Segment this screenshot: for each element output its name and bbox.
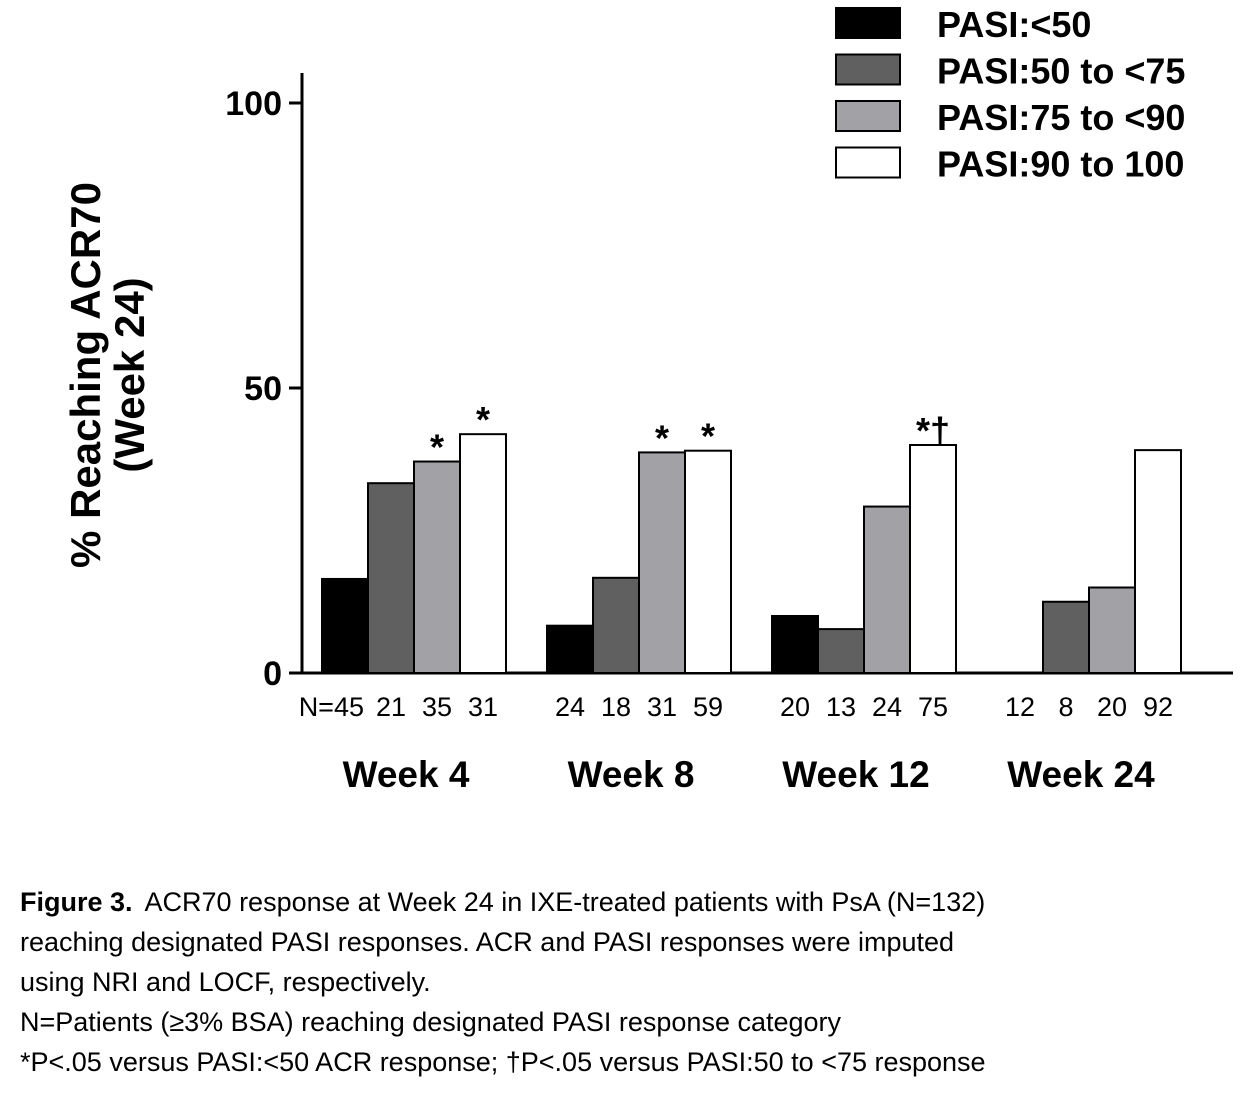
- significance-marker: *: [701, 416, 715, 457]
- n-label: 35: [422, 692, 452, 722]
- bar: [771, 615, 819, 674]
- bar: [909, 444, 957, 674]
- bar: [863, 505, 911, 674]
- bar: [321, 577, 369, 675]
- n-label: 18: [601, 692, 631, 722]
- bar: [592, 576, 640, 674]
- y-tick-label: 0: [263, 655, 282, 693]
- bar: [638, 451, 686, 674]
- n-label: 13: [826, 692, 856, 722]
- n-label: 21: [376, 692, 406, 722]
- y-tick-label: 100: [225, 85, 282, 123]
- n-label: N=45: [299, 692, 364, 722]
- significance-marker: *: [476, 399, 490, 440]
- n-label: 24: [555, 692, 585, 722]
- legend-label: PASI:75 to <90: [937, 97, 1185, 138]
- bar: [1042, 600, 1090, 674]
- caption-line: Figure 3. ACR70 response at Week 24 in IX…: [20, 887, 985, 917]
- bar: [1088, 586, 1136, 674]
- caption-line: using NRI and LOCF, respectively.: [20, 967, 431, 997]
- legend-label: PASI:90 to 100: [937, 144, 1184, 185]
- x-tick-label: Week 12: [782, 754, 929, 795]
- n-label: 12: [1005, 692, 1035, 722]
- caption-text: ACR70 response at Week 24 in IXE-treated…: [145, 887, 986, 917]
- legend-swatch: [835, 53, 901, 86]
- n-label: 75: [918, 692, 948, 722]
- n-label: 59: [693, 692, 723, 722]
- significance-marker: *†: [916, 410, 950, 451]
- n-label: 8: [1058, 692, 1073, 722]
- bar: [546, 624, 594, 675]
- n-label: 24: [872, 692, 902, 722]
- bar: [367, 482, 415, 674]
- figure-label: Figure 3.: [20, 887, 133, 917]
- bar: [459, 433, 507, 675]
- legend-swatch: [835, 100, 901, 132]
- bar: [684, 449, 732, 675]
- legend-label: PASI:50 to <75: [937, 51, 1185, 92]
- bar: [1134, 449, 1182, 674]
- y-tick-label: 50: [244, 370, 282, 408]
- caption-line: reaching designated PASI responses. ACR …: [20, 927, 954, 957]
- legend-swatch: [835, 146, 901, 179]
- n-label: 20: [780, 692, 810, 722]
- legend-label: PASI:<50: [937, 4, 1091, 45]
- x-tick-label: Week 24: [1007, 754, 1155, 795]
- significance-marker: *: [655, 417, 669, 458]
- bar: [413, 460, 461, 674]
- bar: [817, 628, 865, 674]
- x-tick-label: Week 4: [343, 754, 470, 795]
- x-tick-label: Week 8: [568, 754, 695, 795]
- n-label: 31: [468, 692, 498, 722]
- n-label: 20: [1097, 692, 1127, 722]
- n-label: 92: [1143, 692, 1173, 722]
- y-axis-label: % Reaching ACR70: [62, 182, 109, 568]
- n-label: 31: [647, 692, 677, 722]
- significance-marker: *: [430, 427, 444, 468]
- legend-swatch: [835, 7, 901, 39]
- y-axis-label: (Week 24): [106, 277, 153, 472]
- caption-line: N=Patients (≥3% BSA) reaching designated…: [20, 1007, 842, 1037]
- caption-line: *P<.05 versus PASI:<50 ACR response; †P<…: [20, 1047, 986, 1077]
